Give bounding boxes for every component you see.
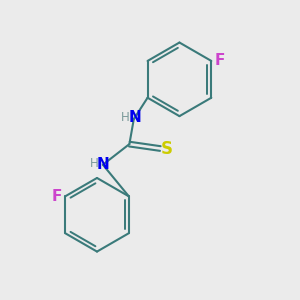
- Text: H: H: [90, 157, 98, 170]
- Text: H: H: [121, 111, 130, 124]
- Text: F: F: [52, 189, 62, 204]
- Text: S: S: [161, 140, 173, 158]
- Text: N: N: [97, 157, 110, 172]
- Text: F: F: [214, 53, 225, 68]
- Text: N: N: [129, 110, 142, 125]
